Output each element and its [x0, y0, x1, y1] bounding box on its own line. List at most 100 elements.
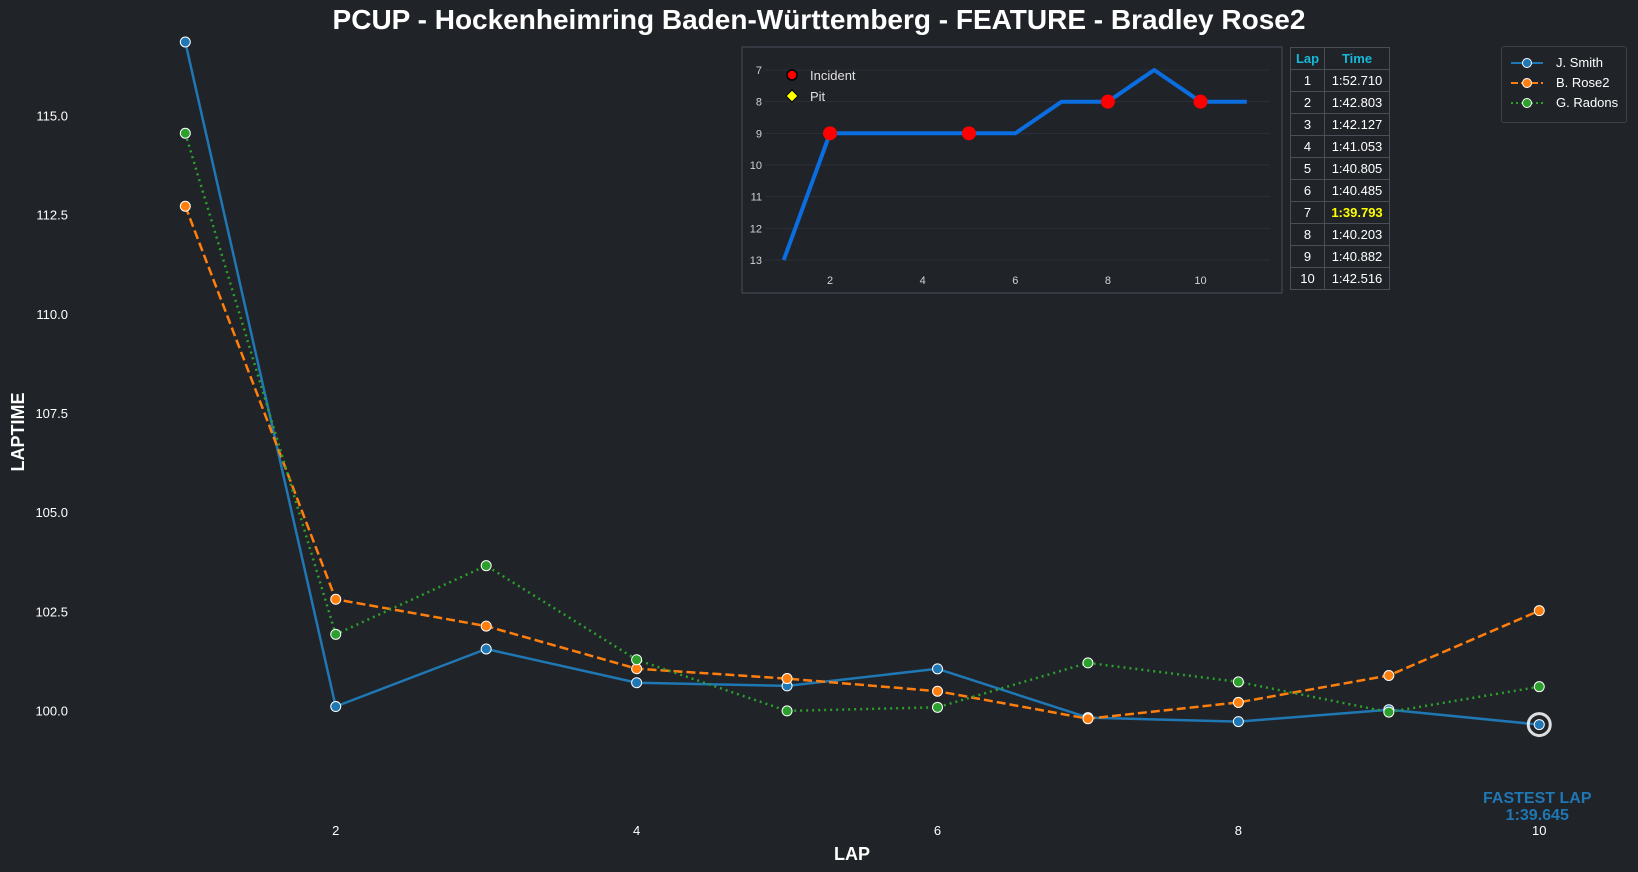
data-point-b-rose2 [1533, 605, 1545, 617]
data-point-b-rose2 [1082, 713, 1094, 725]
data-point-b-rose2 [781, 673, 793, 685]
lap-times-table: Lap Time 1 1:52.710 2 1:42.803 3 1:42.127 4 1:4… [1290, 47, 1390, 290]
data-point-j-smith [932, 663, 944, 675]
lap-number-cell: 6 [1290, 179, 1325, 202]
legend-label: G. Radons [1556, 95, 1619, 110]
header-lap: Lap [1290, 47, 1325, 70]
data-point-b-rose2 [1383, 669, 1395, 681]
legend-swatch-g-radons [1511, 98, 1543, 108]
lap-time-cell: 1:40.805 [1324, 157, 1390, 180]
x-tick-label: 8 [1235, 823, 1242, 838]
inset-frame [741, 46, 1283, 294]
y-tick-label: 100.0 [35, 703, 68, 718]
lap-number-cell: 8 [1290, 223, 1325, 246]
data-point-b-rose2 [631, 663, 643, 675]
inset-y-tick-label: 7 [756, 65, 762, 77]
chart-legend: J. Smith B. Rose2 G. Radons [1501, 46, 1627, 123]
table-row: 5 1:40.805 [1290, 157, 1390, 180]
data-point-g-radons [330, 628, 342, 640]
series-line-g-radons [184, 132, 1540, 714]
lap-number-cell: 2 [1290, 91, 1325, 114]
y-tick-label: 112.5 [36, 208, 68, 223]
best-lap-time-cell: 1:39.793 [1324, 201, 1390, 224]
inset-x-tick-label: 10 [1194, 275, 1206, 287]
data-point-g-radons [1232, 676, 1244, 688]
incident-legend-icon [786, 69, 798, 81]
data-point-g-radons [631, 654, 643, 666]
data-point-b-rose2 [179, 200, 191, 212]
inset-x-tick-label: 8 [1105, 275, 1111, 287]
fastest-lap-label: FASTEST LAP [1483, 790, 1592, 807]
table-row: 7 1:39.793 [1290, 201, 1390, 224]
lap-time-cell: 1:41.053 [1324, 135, 1390, 158]
data-point-b-rose2 [480, 620, 492, 632]
lap-time-cell: 1:42.803 [1324, 91, 1390, 114]
data-point-j-smith [1533, 719, 1545, 731]
data-point-g-radons [1383, 706, 1395, 718]
pit-legend-icon [785, 89, 799, 103]
lap-time-cell: 1:40.882 [1324, 245, 1390, 268]
data-point-g-radons [781, 705, 793, 717]
lap-time-cell: 1:42.516 [1324, 267, 1390, 290]
table-row: 4 1:41.053 [1290, 135, 1390, 158]
legend-label: J. Smith [1556, 55, 1603, 70]
data-point-b-rose2 [932, 685, 944, 697]
fastest-lap-marker [1526, 712, 1552, 738]
data-point-g-radons [179, 127, 191, 139]
inset-y-tick-label: 10 [750, 160, 762, 172]
x-tick-label: 10 [1532, 823, 1546, 838]
inset-y-tick-label: 8 [756, 97, 762, 109]
data-point-j-smith [1232, 716, 1244, 728]
table-row: 2 1:42.803 [1290, 91, 1390, 114]
inset-x-tick-label: 4 [920, 275, 926, 287]
lap-number-cell: 5 [1290, 157, 1325, 180]
inset-y-tick-label: 12 [750, 223, 762, 235]
data-point-j-smith [631, 677, 643, 689]
series-line-b-rose2 [184, 205, 1540, 720]
lap-time-cell: 1:40.203 [1324, 223, 1390, 246]
fastest-lap-value: 1:39.645 [1506, 807, 1569, 824]
legend-swatch-b-rose2 [1511, 78, 1543, 88]
header-time: Time [1324, 47, 1390, 70]
lap-time-cell: 1:40.485 [1324, 179, 1390, 202]
y-tick-label: 102.5 [35, 604, 68, 619]
inset-y-tick-label: 13 [750, 255, 762, 267]
table-row: 6 1:40.485 [1290, 179, 1390, 202]
incident-legend-label: Incident [810, 68, 856, 83]
incident-marker [961, 126, 976, 141]
series-line-j-smith [184, 41, 1540, 726]
chart-title: PCUP - Hockenheimring Baden-Württemberg … [332, 4, 1306, 35]
lap-number-cell: 9 [1290, 245, 1325, 268]
data-point-j-smith [330, 701, 342, 713]
table-row: 1 1:52.710 [1290, 69, 1390, 92]
y-axis-label: LAPTIME [8, 393, 28, 472]
x-axis-label: LAP [834, 844, 870, 864]
data-point-g-radons [480, 560, 492, 572]
legend-swatch-j-smith [1511, 58, 1543, 68]
position-line [781, 68, 1247, 261]
inset-y-tick-label: 11 [751, 192, 762, 204]
x-tick-label: 6 [934, 823, 941, 838]
data-point-g-radons [932, 701, 944, 713]
x-tick-label: 2 [332, 823, 339, 838]
data-point-g-radons [1082, 657, 1094, 669]
lap-number-cell: 3 [1290, 113, 1325, 136]
lap-number-cell: 10 [1290, 267, 1325, 290]
incident-marker [1100, 94, 1115, 109]
inset-x-tick-label: 6 [1012, 275, 1018, 287]
table-header-row: Lap Time [1290, 47, 1390, 70]
table-row: 8 1:40.203 [1290, 223, 1390, 246]
lap-number-cell: 4 [1290, 135, 1325, 158]
incident-marker [1193, 94, 1208, 109]
y-tick-label: 105.0 [35, 505, 68, 520]
data-point-j-smith [179, 36, 191, 48]
table-row: 10 1:42.516 [1290, 267, 1390, 290]
table-row: 3 1:42.127 [1290, 113, 1390, 136]
lap-number-cell: 7 [1290, 201, 1325, 224]
data-point-j-smith [480, 643, 492, 655]
incident-marker [823, 126, 837, 141]
data-point-b-rose2 [330, 593, 342, 605]
lap-time-cell: 1:42.127 [1324, 113, 1390, 136]
